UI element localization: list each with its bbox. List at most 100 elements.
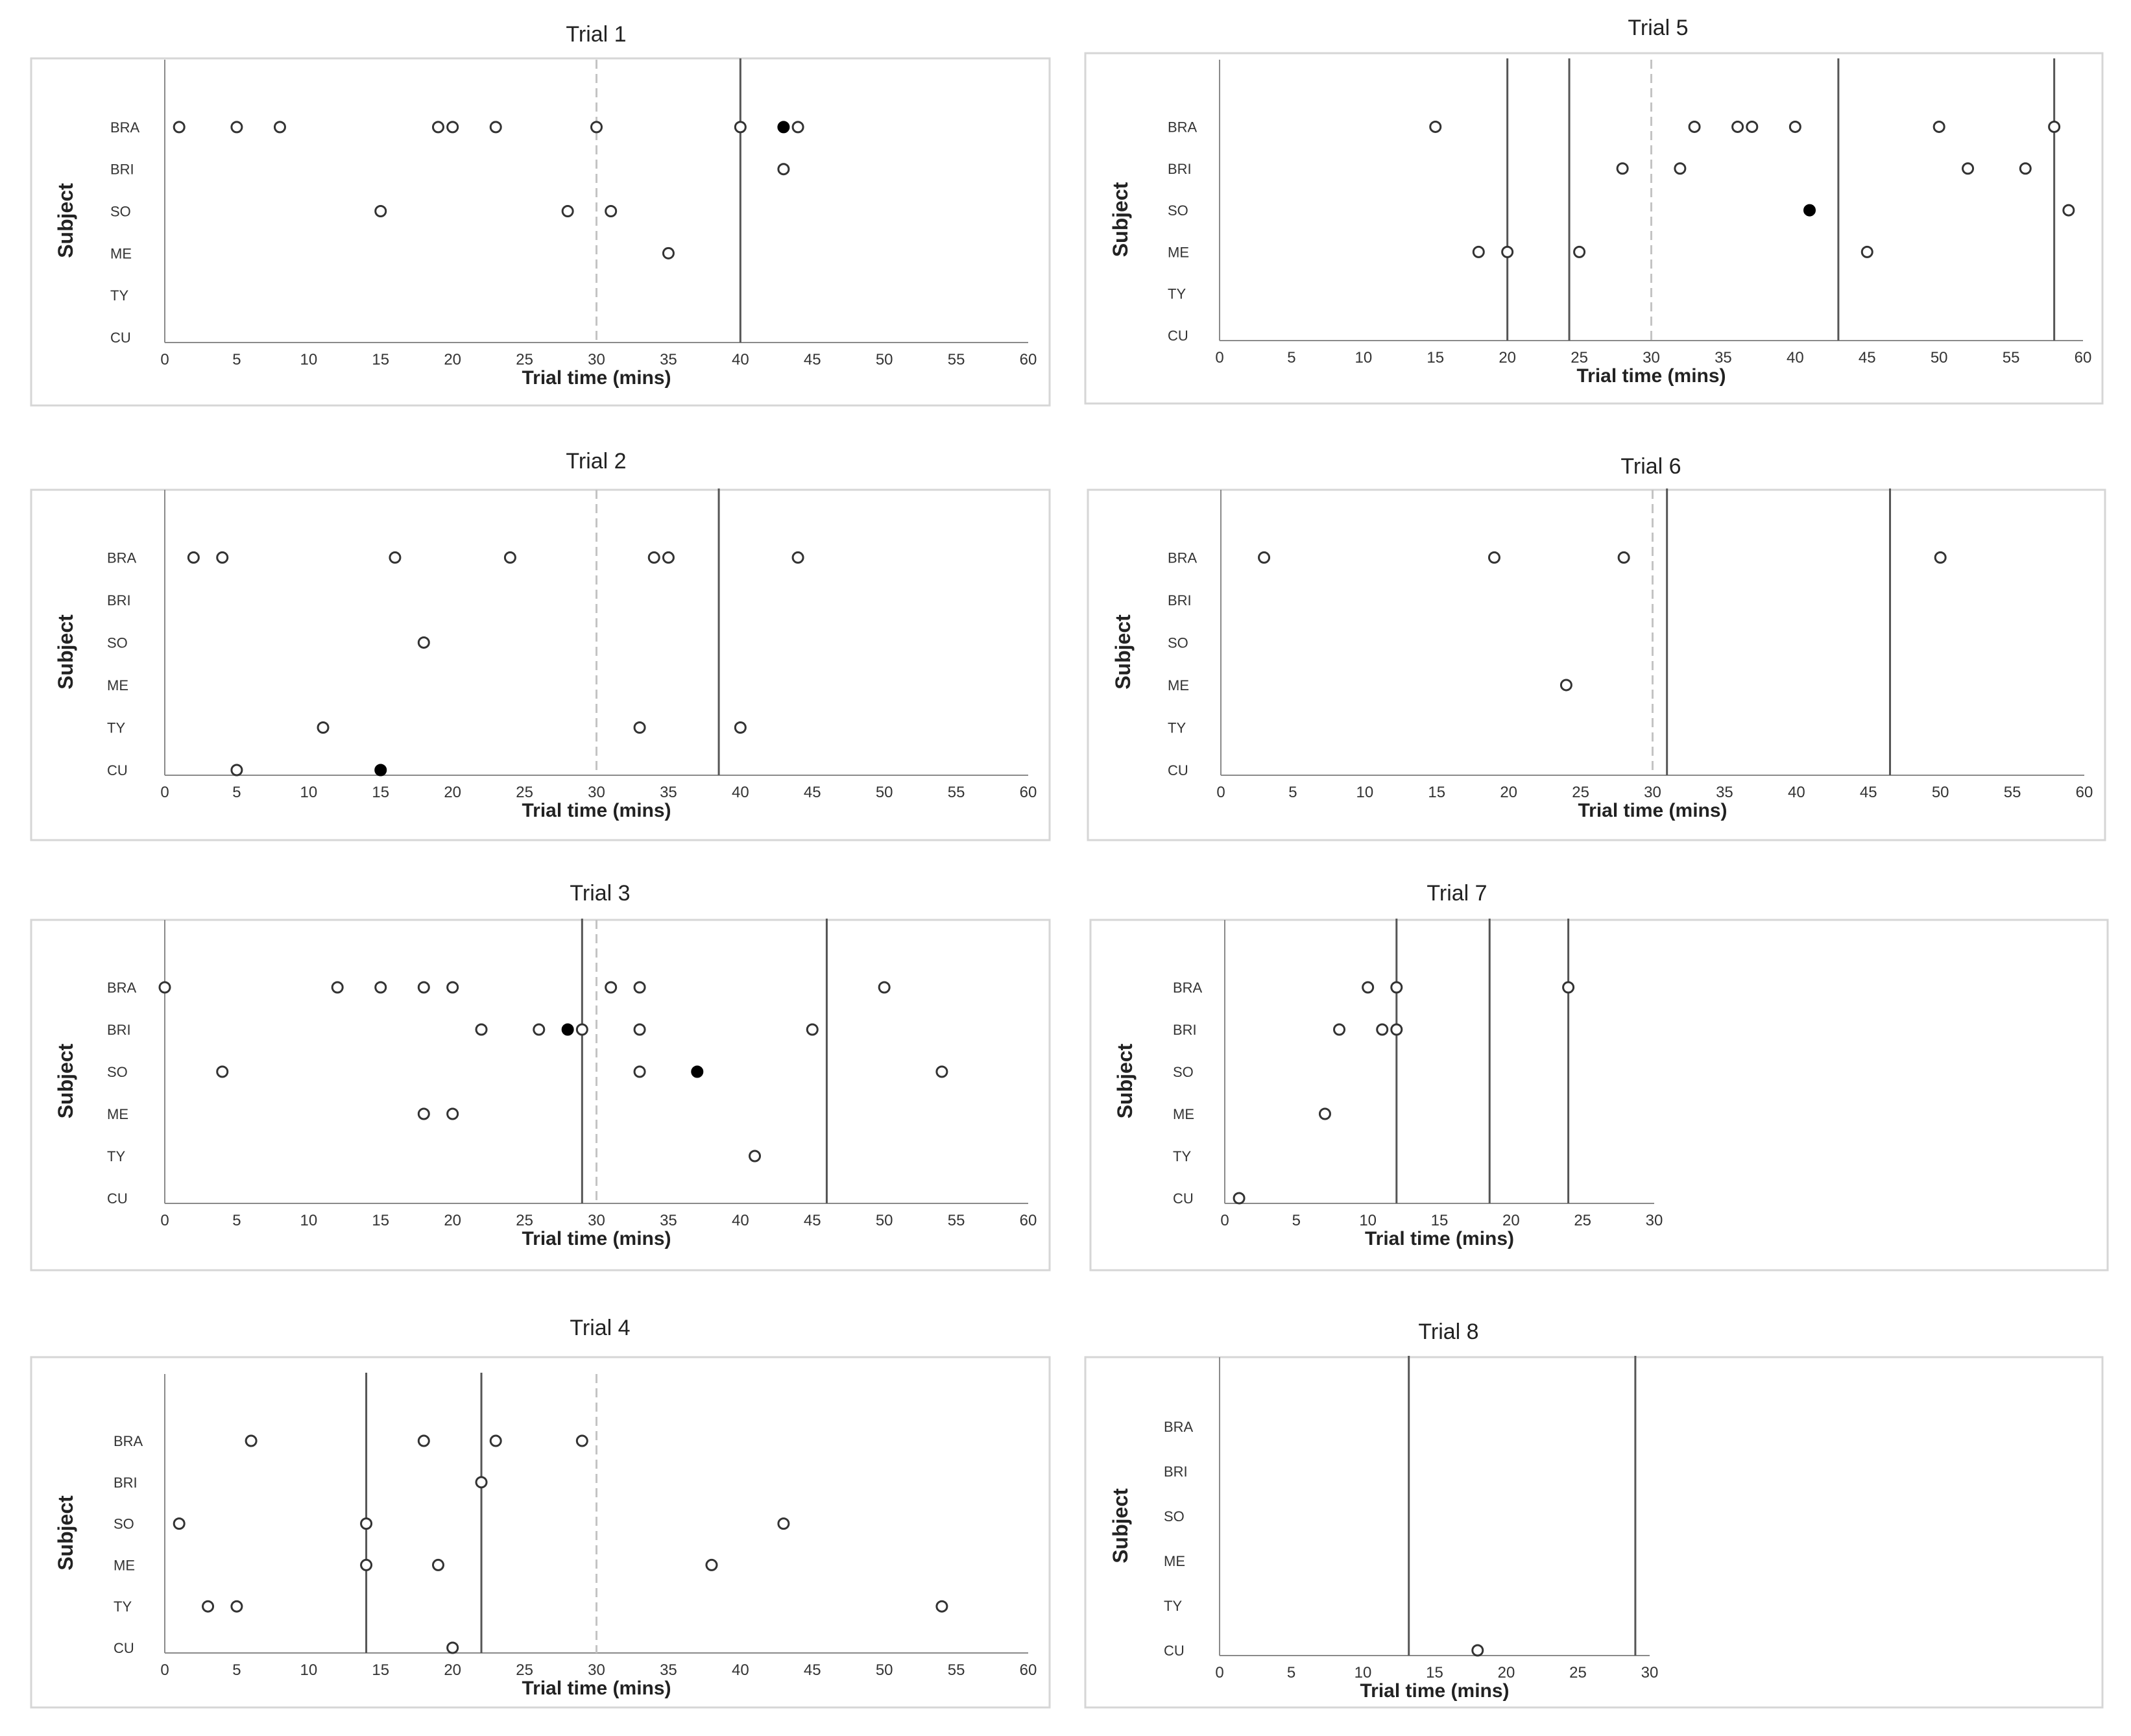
open-point-me bbox=[705, 1558, 718, 1571]
x-tick-label: 60 bbox=[2075, 349, 2092, 367]
x-tick-label: 45 bbox=[804, 784, 821, 801]
x-tick-label: 60 bbox=[1020, 351, 1037, 368]
x-tick-label: 10 bbox=[300, 1661, 317, 1679]
open-point-bra bbox=[431, 121, 444, 134]
open-point-bra bbox=[245, 1434, 258, 1447]
x-tick-label: 15 bbox=[372, 1661, 389, 1679]
x-tick-label: 50 bbox=[876, 1212, 893, 1229]
open-point-so bbox=[360, 1517, 373, 1530]
x-tick-label: 60 bbox=[1020, 1661, 1037, 1679]
x-tick-label: 15 bbox=[1426, 1664, 1443, 1682]
x-tick-label: 0 bbox=[160, 1661, 169, 1679]
open-point-bra bbox=[1562, 981, 1575, 994]
x-tick-label: 40 bbox=[1788, 784, 1805, 801]
x-tick-label: 40 bbox=[732, 1661, 749, 1679]
x-tick-label: 20 bbox=[1498, 1664, 1515, 1682]
subject-label: TY bbox=[114, 1598, 132, 1615]
open-point-bra bbox=[647, 551, 660, 564]
open-point-me bbox=[446, 1107, 459, 1120]
chart-panel-trial-2: Trial 2 0 5 10 15 20 25 30 35 40 45 50 55 60 BRA BRI SO M… bbox=[30, 449, 1051, 841]
open-point-bra bbox=[158, 981, 171, 994]
open-point-bri bbox=[1674, 162, 1687, 175]
subject-label: BRI bbox=[1173, 1022, 1197, 1038]
subject-label: SO bbox=[107, 1064, 128, 1080]
open-point-bra bbox=[1429, 120, 1442, 133]
open-point-so bbox=[633, 1065, 646, 1078]
subject-label: ME bbox=[107, 677, 128, 693]
x-tick-label: 50 bbox=[876, 351, 893, 368]
open-point-bra bbox=[662, 551, 675, 564]
open-point-me bbox=[417, 1107, 430, 1120]
open-point-bri bbox=[575, 1023, 588, 1036]
x-tick-label: 20 bbox=[444, 1661, 461, 1679]
y-axis-title: Subject bbox=[1109, 1488, 1132, 1563]
subject-label: CU bbox=[1164, 1643, 1185, 1659]
y-axis-title: Subject bbox=[1109, 182, 1132, 257]
panel-frame bbox=[30, 1356, 1051, 1709]
x-tick-label: 10 bbox=[300, 351, 317, 368]
open-point-bri bbox=[533, 1023, 546, 1036]
x-tick-label: 35 bbox=[660, 1661, 677, 1679]
open-point-ty bbox=[633, 721, 646, 734]
x-tick-label: 25 bbox=[1574, 1212, 1591, 1229]
open-point-bra bbox=[590, 121, 603, 134]
subject-label: SO bbox=[1168, 202, 1188, 219]
x-tick-label: 20 bbox=[444, 351, 461, 368]
x-tick-label: 50 bbox=[1931, 349, 1948, 367]
x-tick-label: 25 bbox=[516, 784, 533, 801]
panel-frame bbox=[1084, 52, 2104, 405]
x-tick-label: 30 bbox=[1644, 784, 1661, 801]
open-point-cu bbox=[1233, 1192, 1246, 1205]
x-tick-label: 35 bbox=[1716, 784, 1733, 801]
subject-label: CU bbox=[1173, 1190, 1194, 1207]
chart-title: Trial 4 bbox=[570, 1316, 630, 1340]
y-axis-title: Subject bbox=[1113, 1043, 1137, 1118]
open-point-bri bbox=[1333, 1023, 1346, 1036]
x-axis-title: Trial time (mins) bbox=[1365, 1228, 1514, 1249]
chart-panel-trial-3: Trial 3 0 5 10 15 20 25 30 35 40 45 50 55 60 BRA BRI SO M… bbox=[30, 881, 1051, 1272]
x-tick-label: 20 bbox=[444, 1212, 461, 1229]
chart-panel-trial-7: Trial 7 0 5 10 15 20 25 30 BRA BRI SO ME TY CU Trial t… bbox=[1089, 881, 2109, 1272]
subject-label: SO bbox=[107, 634, 128, 651]
open-point-bra bbox=[791, 551, 804, 564]
x-tick-label: 30 bbox=[588, 351, 605, 368]
x-tick-label: 0 bbox=[1215, 1664, 1223, 1682]
x-tick-label: 20 bbox=[1499, 349, 1516, 367]
open-point-bra bbox=[503, 551, 516, 564]
open-point-bra bbox=[446, 981, 459, 994]
x-tick-label: 25 bbox=[1569, 1664, 1587, 1682]
open-point-bri bbox=[1390, 1023, 1403, 1036]
open-point-cu bbox=[1471, 1644, 1484, 1657]
chart-panel-trial-6: Trial 6 0 5 10 15 20 25 30 35 40 45 50 55 60 BRA BRI SO M… bbox=[1087, 454, 2106, 841]
open-point-ty bbox=[749, 1150, 762, 1163]
x-tick-label: 55 bbox=[948, 351, 965, 368]
x-tick-label: 45 bbox=[1860, 784, 1877, 801]
open-point-bra bbox=[2048, 120, 2061, 133]
x-tick-label: 30 bbox=[588, 1661, 605, 1679]
open-point-bra bbox=[1362, 981, 1375, 994]
open-point-bra bbox=[1617, 551, 1630, 564]
subject-label: BRA bbox=[1173, 980, 1203, 996]
x-tick-label: 45 bbox=[1859, 349, 1876, 367]
chart-title: Trial 2 bbox=[566, 449, 626, 474]
subject-label: BRI bbox=[1168, 161, 1192, 177]
open-point-bri bbox=[1376, 1023, 1389, 1036]
open-point-ty bbox=[230, 1600, 243, 1613]
open-point-bra bbox=[1788, 120, 1801, 133]
x-tick-label: 60 bbox=[2076, 784, 2093, 801]
subject-label: BRI bbox=[1164, 1464, 1188, 1480]
open-point-bra bbox=[1932, 120, 1945, 133]
subject-label: BRA bbox=[1164, 1419, 1194, 1435]
x-tick-label: 50 bbox=[1932, 784, 1949, 801]
subject-label: SO bbox=[1168, 634, 1188, 651]
open-point-bra bbox=[1731, 120, 1744, 133]
x-tick-label: 55 bbox=[2003, 349, 2020, 367]
filled-point-bri bbox=[561, 1023, 574, 1036]
open-point-so bbox=[173, 1517, 186, 1530]
y-axis-title: Subject bbox=[54, 183, 77, 258]
panel-frame bbox=[1089, 919, 2109, 1272]
x-tick-label: 30 bbox=[588, 784, 605, 801]
x-tick-label: 55 bbox=[948, 1661, 965, 1679]
x-tick-label: 55 bbox=[2004, 784, 2021, 801]
chart-panel-trial-5: Trial 5 0 5 10 15 20 25 30 35 40 45 50 55 60 BRA BRI SO M… bbox=[1084, 16, 2104, 405]
